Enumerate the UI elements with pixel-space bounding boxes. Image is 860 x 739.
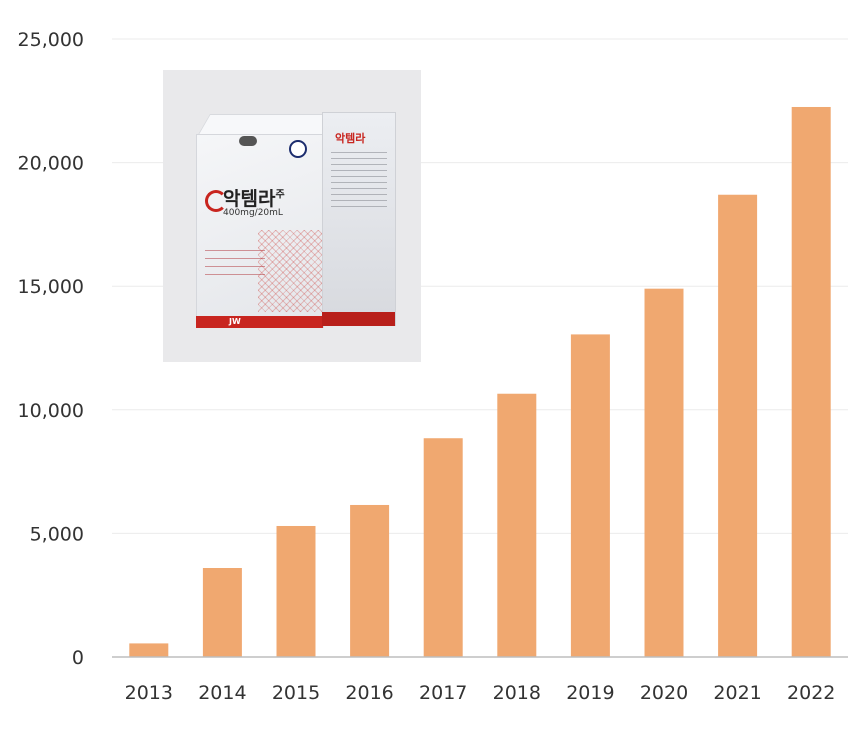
y-tick-labels: 0 5,000 10,000 15,000 20,000 25,000 [18, 29, 84, 669]
badge-icon [239, 136, 257, 146]
product-brand-name: 악템라주 [223, 188, 285, 210]
x-tick-label: 2022 [787, 682, 835, 704]
x-tick-label: 2015 [272, 682, 320, 704]
bar-2020 [644, 288, 684, 657]
company-mark: JW [229, 317, 241, 326]
side-text-lines [331, 152, 387, 212]
y-tick-label: 0 [72, 647, 84, 669]
bar-2015 [276, 525, 316, 657]
x-tick-label: 2021 [713, 682, 761, 704]
red-band-side [322, 312, 395, 326]
bars [129, 106, 831, 658]
y-tick-label: 20,000 [18, 153, 84, 175]
bar-2019 [570, 334, 610, 657]
x-tick-label: 2019 [566, 682, 614, 704]
box-front-face [196, 134, 324, 328]
y-tick-label: 15,000 [18, 276, 84, 298]
bar-2022 [791, 106, 831, 658]
product-dose: 400mg/20mL [223, 208, 283, 218]
bar-2016 [350, 504, 390, 657]
bar-2017 [423, 438, 463, 657]
x-tick-label: 2020 [640, 682, 688, 704]
bar-2013 [129, 643, 169, 657]
box-side-face [322, 112, 396, 326]
x-tick-label: 2018 [493, 682, 541, 704]
mesh-pattern [258, 230, 322, 312]
swirl-logo-icon [205, 190, 227, 212]
red-band [196, 316, 323, 328]
x-tick-label: 2016 [345, 682, 393, 704]
emblem-icon [289, 140, 307, 158]
product-photo: 악템라주 400mg/20mL 악템라 JW [163, 70, 421, 362]
x-tick-label: 2017 [419, 682, 467, 704]
bar-2014 [202, 568, 242, 657]
bar-2018 [497, 393, 537, 657]
y-tick-label: 5,000 [30, 523, 84, 545]
y-tick-label: 10,000 [18, 400, 84, 422]
y-tick-label: 25,000 [18, 29, 84, 51]
side-brand-name: 악템라 [335, 132, 366, 145]
front-text-lines [205, 250, 265, 280]
x-tick-label: 2014 [198, 682, 246, 704]
x-tick-labels: 2013 2014 2015 2016 2017 2018 2019 2020 2021 2022 [125, 682, 836, 704]
x-tick-label: 2013 [125, 682, 173, 704]
bar-2021 [718, 194, 758, 657]
